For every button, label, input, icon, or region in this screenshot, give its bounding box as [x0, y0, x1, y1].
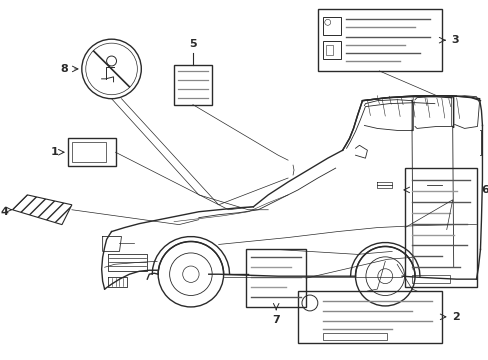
- Text: 4: 4: [0, 207, 8, 217]
- Bar: [322, 333, 386, 340]
- Bar: [72, 142, 105, 162]
- Text: 5: 5: [189, 39, 196, 49]
- Text: 7: 7: [272, 315, 280, 325]
- Bar: [411, 275, 449, 283]
- Text: 1: 1: [50, 147, 58, 157]
- Bar: [322, 17, 340, 35]
- Bar: [68, 138, 115, 166]
- Bar: [404, 168, 475, 287]
- Text: 6: 6: [481, 185, 488, 195]
- Bar: [246, 249, 305, 307]
- Bar: [317, 9, 441, 71]
- Bar: [174, 65, 211, 105]
- Bar: [297, 291, 441, 343]
- Text: 8: 8: [60, 64, 68, 74]
- Bar: [322, 41, 340, 59]
- Text: 2: 2: [451, 312, 459, 322]
- Polygon shape: [12, 195, 72, 225]
- Bar: [325, 45, 332, 55]
- Text: 3: 3: [451, 35, 458, 45]
